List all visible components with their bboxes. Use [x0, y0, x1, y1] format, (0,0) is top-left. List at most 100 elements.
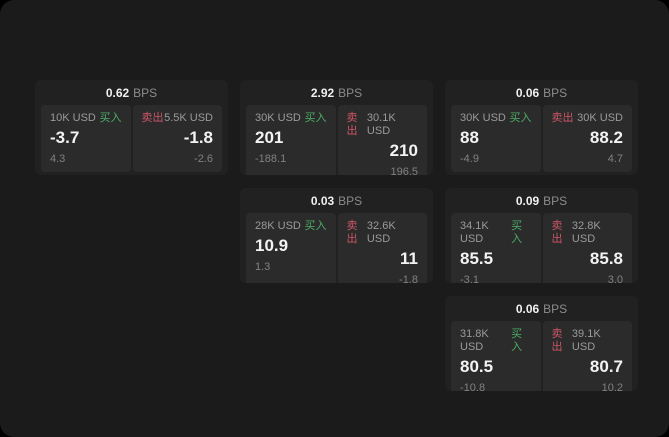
sell-quote-tile[interactable]: 卖出 5.5K USD -1.8 -2.6 [132, 105, 222, 172]
bps-unit-label: BPS [543, 193, 568, 208]
sell-side-label: 卖出 [551, 328, 563, 353]
sell-sub-value: 3.0 [607, 274, 623, 283]
buy-size: 34.1K USD [460, 220, 489, 245]
sell-sub-value: 4.7 [607, 153, 623, 165]
sell-sub-value: 196.5 [390, 166, 418, 175]
bps-value: 0.06 [515, 301, 540, 316]
sell-quote-tile[interactable]: 卖出 39.1K USD 80.7 10.2 [542, 321, 632, 391]
buy-price: 10.9 [255, 236, 289, 255]
buy-side-label: 买入 [511, 328, 523, 353]
quote-panels: 34.1K USD 买入 85.5 -3.1 卖出 32.8K USD 85.8… [445, 213, 638, 283]
buy-sub-value: -188.1 [255, 153, 287, 165]
sell-quote-tile[interactable]: 卖出 32.8K USD 85.8 3.0 [542, 213, 632, 283]
buy-price: 85.5 [460, 249, 494, 268]
buy-sub-value: 4.3 [50, 153, 66, 165]
buy-quote-tile[interactable]: 34.1K USD 买入 85.5 -3.1 [451, 213, 541, 283]
sell-size: 32.8K USD [571, 220, 601, 245]
sell-sub-value: -2.6 [194, 153, 213, 165]
bps-header: 0.06 BPS [445, 80, 638, 105]
buy-quote-tile[interactable]: 28K USD 买入 10.9 1.3 [246, 213, 336, 283]
quote-panels: 30K USD 买入 201 -188.1 卖出 30.1K USD 210 1… [240, 105, 433, 175]
sell-tile-top: 卖出 30K USD [552, 112, 624, 125]
quote-card: 0.06 BPS 30K USD 买入 88 -4.9 卖出 [445, 80, 638, 175]
buy-side-label: 买入 [304, 112, 327, 124]
buy-tile-top: 30K USD 买入 [460, 112, 532, 125]
bps-value: 0.06 [515, 85, 540, 100]
bps-unit-label: BPS [338, 193, 363, 208]
quote-panels: 31.8K USD 买入 80.5 -10.8 卖出 39.1K USD 80.… [445, 321, 638, 391]
buy-tile-top: 34.1K USD 买入 [460, 220, 532, 246]
quote-board: 0.62 BPS 10K USD 买入 -3.7 4.3 卖出 [35, 80, 638, 391]
sell-side-label: 卖出 [346, 112, 358, 137]
bps-unit-label: BPS [133, 85, 158, 100]
sell-size: 30.1K USD [366, 112, 396, 137]
sell-size: 32.6K USD [366, 220, 396, 245]
buy-tile-top: 30K USD 买入 [255, 112, 327, 125]
bps-unit-label: BPS [338, 85, 363, 100]
buy-price: 80.5 [460, 357, 494, 376]
buy-size: 31.8K USD [460, 328, 489, 353]
sell-side-label: 卖出 [346, 220, 358, 245]
sell-side-label: 卖出 [551, 220, 563, 245]
sell-tile-top: 卖出 39.1K USD [552, 328, 624, 354]
sell-quote-tile[interactable]: 卖出 32.6K USD 11 -1.8 [337, 213, 427, 283]
buy-price: -3.7 [50, 128, 80, 147]
sell-size: 30K USD [577, 112, 623, 124]
buy-side-label: 买入 [304, 220, 327, 232]
buy-quote-tile[interactable]: 30K USD 买入 201 -188.1 [246, 105, 336, 175]
buy-sub-value: -10.8 [460, 382, 486, 391]
sell-size: 5.5K USD [164, 112, 213, 124]
quote-card: 0.09 BPS 34.1K USD 买入 85.5 -3.1 卖出 [445, 188, 638, 283]
sell-size: 39.1K USD [571, 328, 601, 353]
sell-quote-tile[interactable]: 卖出 30.1K USD 210 196.5 [337, 105, 427, 175]
sell-tile-top: 卖出 32.8K USD [552, 220, 624, 246]
bps-value: 2.92 [310, 85, 335, 100]
sell-sub-value: 10.2 [601, 382, 623, 391]
sell-price: 85.8 [589, 249, 623, 268]
buy-sub-value: -3.1 [460, 274, 479, 283]
sell-price: -1.8 [183, 128, 213, 147]
buy-sub-value: 1.3 [255, 261, 271, 273]
buy-side-label: 买入 [99, 112, 122, 124]
buy-size: 30K USD [460, 112, 506, 124]
quote-panels: 28K USD 买入 10.9 1.3 卖出 32.6K USD 11 -1.8 [240, 213, 433, 283]
sell-side-label: 卖出 [551, 112, 574, 124]
sell-quote-tile[interactable]: 卖出 30K USD 88.2 4.7 [542, 105, 632, 172]
bps-header: 2.92 BPS [240, 80, 433, 105]
sell-price: 88.2 [589, 128, 623, 147]
quote-panels: 30K USD 买入 88 -4.9 卖出 30K USD 88.2 4.7 [445, 105, 638, 175]
sell-price: 11 [400, 249, 418, 268]
buy-tile-top: 28K USD 买入 [255, 220, 327, 233]
buy-size: 10K USD [50, 112, 96, 124]
sell-tile-top: 卖出 5.5K USD [142, 112, 214, 125]
buy-quote-tile[interactable]: 31.8K USD 买入 80.5 -10.8 [451, 321, 541, 391]
sell-sub-value: -1.8 [399, 274, 418, 283]
buy-size: 28K USD [255, 220, 301, 232]
buy-tile-top: 31.8K USD 买入 [460, 328, 532, 354]
bps-header: 0.03 BPS [240, 188, 433, 213]
bps-value: 0.03 [310, 193, 335, 208]
buy-price: 201 [255, 128, 284, 147]
bps-header: 0.06 BPS [445, 296, 638, 321]
buy-price: 88 [460, 128, 479, 147]
bps-unit-label: BPS [543, 301, 568, 316]
bps-header: 0.62 BPS [35, 80, 228, 105]
sell-price: 80.7 [589, 357, 623, 376]
quote-card: 0.06 BPS 31.8K USD 买入 80.5 -10.8 卖 [445, 296, 638, 391]
bps-unit-label: BPS [543, 85, 568, 100]
buy-side-label: 买入 [511, 220, 523, 245]
buy-size: 30K USD [255, 112, 301, 124]
buy-quote-tile[interactable]: 30K USD 买入 88 -4.9 [451, 105, 541, 172]
quote-card: 2.92 BPS 30K USD 买入 201 -188.1 卖出 [240, 80, 433, 175]
quote-card: 0.62 BPS 10K USD 买入 -3.7 4.3 卖出 [35, 80, 228, 175]
buy-sub-value: -4.9 [460, 153, 479, 165]
quote-panels: 10K USD 买入 -3.7 4.3 卖出 5.5K USD -1.8 -2.… [35, 105, 228, 175]
buy-quote-tile[interactable]: 10K USD 买入 -3.7 4.3 [41, 105, 131, 172]
quote-card: 0.03 BPS 28K USD 买入 10.9 1.3 卖出 [240, 188, 433, 283]
buy-tile-top: 10K USD 买入 [50, 112, 122, 125]
bps-header: 0.09 BPS [445, 188, 638, 213]
sell-tile-top: 卖出 32.6K USD [347, 220, 419, 246]
buy-side-label: 买入 [509, 112, 532, 124]
